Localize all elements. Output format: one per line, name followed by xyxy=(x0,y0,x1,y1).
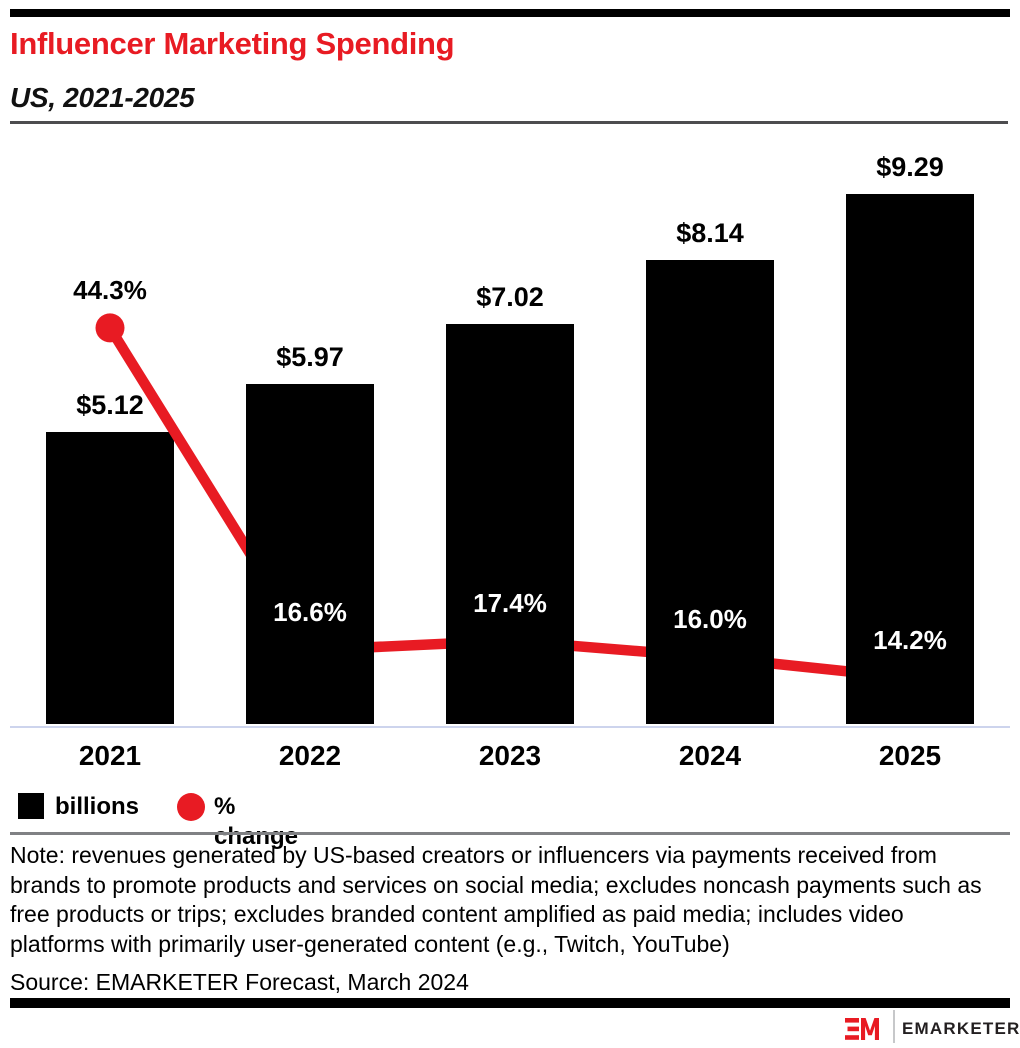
legend-line-swatch xyxy=(177,793,205,821)
bar-2022 xyxy=(246,383,374,724)
bar-2023 xyxy=(446,323,574,724)
x-axis-label-2023: 2023 xyxy=(478,740,542,771)
header-divider xyxy=(10,121,1008,124)
emarketer-logo: EMARKETER xyxy=(845,1010,1019,1044)
x-axis-label-2025: 2025 xyxy=(878,740,942,771)
legend-line-label: % change xyxy=(214,793,299,850)
x-axis-label-2021: 2021 xyxy=(78,740,142,771)
chart-subtitle: US, 2021-2025 xyxy=(10,82,195,113)
pct-label-2025: 14.2% xyxy=(873,624,947,655)
pct-point-2023 xyxy=(495,626,525,656)
bar-2021 xyxy=(46,432,174,724)
pct-point-2024 xyxy=(695,642,725,672)
pct-point-2021 xyxy=(95,313,125,343)
top-accent-bar xyxy=(10,9,1010,17)
x-axis-baseline xyxy=(10,725,1010,728)
bar-value-2024: $8.14 xyxy=(676,218,744,249)
bar-2025 xyxy=(846,194,974,724)
x-axis-label-2024: 2024 xyxy=(678,740,742,771)
bar-value-2023: $7.02 xyxy=(476,281,544,312)
legend-divider xyxy=(10,832,1010,835)
pct-label-2024: 16.0% xyxy=(673,604,747,635)
pct-label-2023: 17.4% xyxy=(473,587,547,618)
emarketer-logo-mark xyxy=(845,1018,879,1040)
x-axis-label-2022: 2022 xyxy=(278,740,342,771)
bar-value-2022: $5.97 xyxy=(276,341,344,372)
note-text: Note: revenues generated by US-based cre… xyxy=(10,842,982,957)
chart-title: Influencer Marketing Spending xyxy=(10,26,455,61)
bottom-accent-bar xyxy=(10,998,1010,1008)
pct-label-2022: 16.6% xyxy=(273,597,347,628)
legend-bar-label: billions xyxy=(55,793,139,820)
pct-point-2025 xyxy=(895,663,925,693)
source-text: Source: EMARKETER Forecast, March 2024 xyxy=(10,969,469,995)
legend-bar-swatch xyxy=(18,793,44,819)
emarketer-logo-text: EMARKETER xyxy=(902,1019,1020,1038)
pct-line xyxy=(104,322,916,684)
pct-point-2022 xyxy=(295,635,325,665)
pct-label-2021: 44.3% xyxy=(73,274,147,305)
logo-divider xyxy=(893,1010,895,1043)
bar-2024 xyxy=(646,260,774,724)
bar-value-2021: $5.12 xyxy=(76,390,144,421)
bar-value-2025: $9.29 xyxy=(876,152,944,183)
